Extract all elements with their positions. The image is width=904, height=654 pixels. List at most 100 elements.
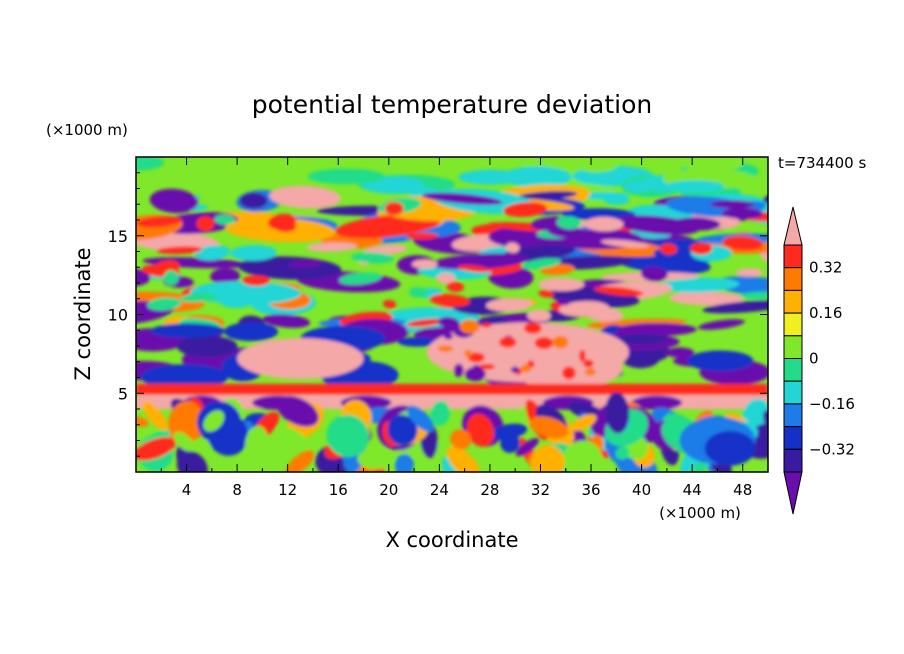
field-patch (245, 425, 268, 459)
field-patch (485, 298, 532, 312)
field-patch (615, 446, 630, 460)
field-patch (210, 268, 241, 285)
field-patch (430, 253, 529, 270)
field-patch (289, 259, 323, 268)
x-tick-label: 36 (581, 481, 600, 499)
field-patch (562, 366, 576, 380)
field-patch (501, 166, 572, 188)
field-patch (450, 429, 472, 450)
field-patch (142, 400, 168, 431)
field-patch (179, 292, 217, 303)
field-patch (394, 453, 414, 472)
field-patch (459, 319, 480, 334)
x-unit-label: (×1000 m) (659, 504, 741, 522)
field-patch (176, 335, 238, 358)
field-patch (562, 440, 603, 472)
field-patch (150, 323, 225, 339)
field-patch (436, 272, 456, 284)
colorbar-box (783, 289, 803, 314)
field-patch (605, 392, 630, 434)
field-patch (499, 336, 517, 348)
field-patch (478, 363, 496, 370)
field-patch (556, 298, 570, 306)
x-tick-label: 32 (531, 481, 550, 499)
field-patch (406, 232, 439, 240)
field-patch (351, 252, 395, 264)
heatmap-field (136, 157, 768, 472)
field-patch (488, 423, 528, 440)
field-patch (538, 277, 585, 292)
field-patch (156, 246, 203, 255)
field-patch (704, 431, 756, 466)
field-patch (409, 287, 428, 298)
time-label: t=734400 s (778, 154, 866, 172)
field-patch (230, 245, 277, 261)
colorbar-label: 0 (809, 350, 819, 368)
x-tick-label: 4 (182, 481, 192, 499)
x-tick-label: 48 (733, 481, 752, 499)
field-patch (173, 431, 195, 452)
field-patch (669, 291, 744, 306)
y-axis: 5 10 15 (108, 172, 768, 457)
y-tick-label: 15 (108, 227, 128, 246)
field-patch (136, 157, 165, 171)
field-patch (578, 191, 631, 200)
x-tick-label: 16 (329, 481, 348, 499)
colorbar: 0.32 0.16 0 −0.16 −0.32 (783, 206, 855, 515)
field-patch (163, 270, 179, 285)
field-patch (338, 272, 382, 285)
field-patch (530, 445, 565, 472)
field-band (136, 383, 768, 395)
field-patch (520, 364, 532, 373)
field-patch (453, 363, 464, 377)
field-patch (421, 192, 503, 205)
colorbar-box (783, 267, 803, 291)
field-patch (552, 335, 569, 349)
field-patch (570, 414, 597, 432)
field-patch (149, 188, 199, 214)
field-patch (437, 345, 454, 352)
field-patch (136, 238, 187, 248)
field-patch (615, 334, 668, 345)
field-patch (214, 214, 236, 225)
field-patch (672, 217, 721, 231)
field-patch (429, 293, 471, 307)
field-patch (709, 200, 755, 209)
field-patch (430, 400, 451, 426)
x-tick-label: 20 (379, 481, 398, 499)
colorbar-box (783, 244, 803, 269)
field-patch (556, 216, 582, 230)
field-patch (583, 359, 594, 368)
field-patch (239, 192, 268, 209)
field-patch (623, 180, 654, 193)
field-patch (406, 318, 445, 327)
field-patch (357, 448, 395, 470)
field-patch (307, 168, 385, 185)
field-patch (735, 268, 764, 277)
field-patch (443, 333, 454, 340)
field-patch (464, 349, 473, 357)
field-patch (273, 220, 297, 233)
colorbar-label: 0.32 (809, 259, 842, 277)
field-patch (690, 242, 713, 255)
field-patch (515, 438, 539, 457)
colorbar-box (783, 403, 803, 428)
field-patch (640, 266, 668, 282)
field-patch (514, 190, 578, 201)
colorbar-box (783, 335, 803, 359)
field-patch (529, 416, 569, 439)
x-axis: 4 8 12 16 20 24 28 32 36 40 44 48 (160, 157, 752, 499)
colorbar-bottom-arrow (783, 471, 803, 515)
colorbar-label: −0.16 (809, 395, 855, 413)
field-patch (136, 437, 177, 461)
field-patch (481, 322, 492, 328)
field-patch (136, 268, 151, 287)
field-patch (136, 216, 183, 228)
field-patch (500, 433, 520, 453)
x-axis-title: X coordinate (385, 528, 518, 552)
field-patch (698, 319, 745, 330)
colorbar-label: 0.16 (809, 304, 842, 322)
field-patch (306, 242, 358, 252)
colorbar-box (783, 380, 803, 405)
